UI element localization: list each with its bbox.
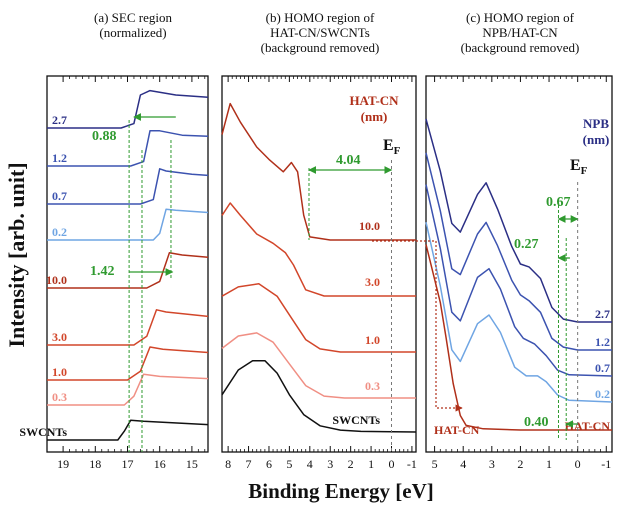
series-line-hat-cn [425,244,612,431]
x-tick-label: 2 [348,457,354,471]
x-tick-label: 3 [489,457,495,471]
panel-a-title: (a) SEC region (normalized) [94,10,172,40]
x-tick-label: 6 [266,457,272,471]
series-line-0-3 [47,373,209,406]
x-tick-label: 19 [57,457,69,471]
gap-value-1-42: 1.42 [90,264,115,279]
series-label: SWCNTs [19,425,67,439]
x-tick-label: 4 [460,457,466,471]
x-tick-label: 5 [432,457,438,471]
gap-value-4-04: 4.04 [336,153,361,168]
x-tick-label: 8 [225,457,231,471]
series-line-swcnts [47,419,209,441]
gap-value-0-27: 0.27 [514,237,539,252]
panel-c-fermi-label: EF [570,157,588,177]
panel-a-annotations: 0.88 1.42 [90,129,117,279]
plot-frame [46,75,209,453]
series-line-0-2 [47,208,209,241]
x-tick-label: 4 [307,457,313,471]
series-label: 10.0 [46,273,67,287]
plot-frame [425,75,613,453]
series-line-0-7 [425,184,613,377]
series-line-2-7 [425,118,612,323]
y-axis-label: Intensity [arb. unit] [4,162,29,347]
panel-b-fermi-label: EF [383,137,401,157]
x-tick-label: 17 [122,457,134,471]
x-tick-label: 18 [89,457,101,471]
series-label: 3.0 [365,275,380,289]
x-tick-label: 1 [546,457,552,471]
series-label: 0.2 [595,387,610,401]
series-label: SWCNTs [332,413,380,427]
x-tick-label: -1 [407,457,417,471]
series-label: 0.2 [52,225,67,239]
series-line-3-0 [221,202,416,297]
series-label: 0.7 [52,189,67,203]
x-axis-label: Binding Energy [eV] [248,479,434,503]
x-tick-label: 0 [388,457,394,471]
panel-b-title: (b) HOMO region of HAT-CN/SWCNTs (backgrou… [261,10,380,55]
series-label: 0.3 [52,390,67,404]
x-tick-label: -1 [601,457,611,471]
series-label: 2.7 [52,113,67,127]
series-line-10-0 [47,252,209,289]
series-label: 1.0 [52,365,67,379]
panel-b-annotations: 4.04 [336,153,361,168]
series-label: 1.2 [52,151,67,165]
series-line-1-0 [47,346,209,381]
panel-c-legend-title: NPB (nm) [583,116,610,147]
x-tick-label: 7 [246,457,252,471]
series-label: 1.2 [595,335,610,349]
series-label-hatcn: HAT-CN [434,423,480,437]
series-label: HAT-CN [565,419,611,433]
series-line-0-3 [221,332,416,399]
panel-c-title: (c) HOMO region of NPB/HAT-CN (background … [461,10,580,55]
panel-a-sec: 19 18 17 16 15 2.7 1.2 0.7 0.2 10.0 3.0 1.0 0.3 SWCNT… [19,75,209,471]
panel-c-homo-npb: 5 4 3 2 1 0 -1 2.7 1.2 0.7 0.2 HAT-CN HAT-CN [425,75,613,471]
series-label: 3.0 [52,330,67,344]
series-label: 0.3 [365,379,380,393]
series-line-1-0 [221,283,416,353]
series-label: 1.0 [365,333,380,347]
series-line-swcnts [221,359,417,433]
panel-b-homo-hatcn: 8 7 6 5 4 3 2 1 0 -1 10.0 3.0 1.0 0.3 SWCNTs [221,75,417,471]
x-tick-label: 3 [327,457,333,471]
series-line-1-2 [425,152,612,351]
panel-c-annotations: 0.67 0.27 0.40 [514,195,571,430]
plot-frame [221,75,417,453]
series-line-1-2 [47,130,209,167]
series-line-2-7 [47,89,209,129]
x-tick-label: 1 [368,457,374,471]
gap-value-0-67: 0.67 [546,195,571,210]
x-tick-label: 15 [186,457,198,471]
hatcn-connector-arrow [372,240,463,412]
series-label: 0.7 [595,361,610,375]
panel-b-legend-title: HAT-CN (nm) [349,93,399,124]
series-line-10-0 [221,102,416,241]
series-line-0-7 [47,168,209,205]
series-line-0-2 [425,222,613,403]
x-tick-label: 5 [286,457,292,471]
gap-value-0-88: 0.88 [92,129,117,144]
svg-text:(a) SEC region(normalized): (a) SEC region (normalized) [94,10,172,40]
x-tick-label: 0 [575,457,581,471]
series-line-3-0 [47,309,209,346]
x-tick-label: 16 [154,457,166,471]
series-label: 10.0 [359,219,380,233]
series-label: 2.7 [595,307,610,321]
gap-value-0-40: 0.40 [524,415,549,430]
x-tick-label: 2 [517,457,523,471]
